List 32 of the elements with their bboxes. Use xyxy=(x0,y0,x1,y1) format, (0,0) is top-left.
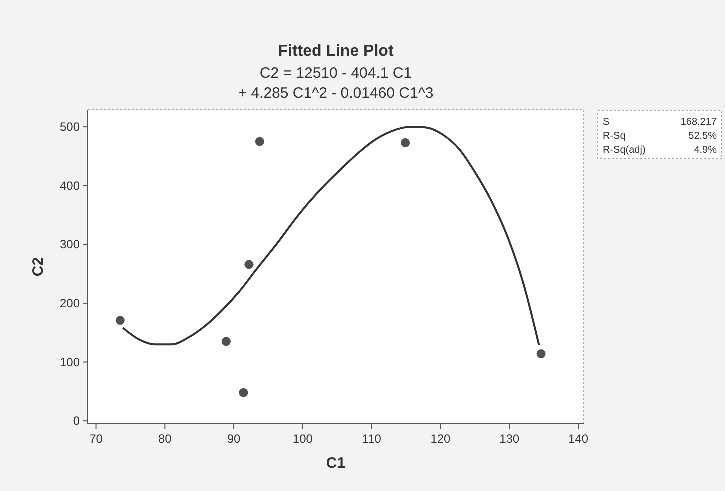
text: 52.5% xyxy=(688,131,718,142)
point xyxy=(239,388,248,398)
y-tick-label: 500 xyxy=(60,120,80,134)
text: R-Sq(adj) xyxy=(603,145,646,156)
y-tick-label: 300 xyxy=(60,238,80,252)
x-tick-label: 100 xyxy=(292,432,314,446)
chart-subtitle: C2 = 12510 - 404.1 C1 + 4.285 C1^2 - 0.01460 C1^3 xyxy=(238,65,434,102)
x-tick-label: 140 xyxy=(568,432,589,446)
x-axis-title: C1 xyxy=(326,455,346,472)
x-tick-label: 70 xyxy=(90,432,104,446)
text: S xyxy=(603,117,610,128)
point xyxy=(222,337,231,346)
point xyxy=(401,138,410,148)
x-tick-label: 130 xyxy=(500,432,520,446)
y-tick-label: 0 xyxy=(73,414,80,428)
x-tick-label: 90 xyxy=(227,432,242,446)
y-tick-label: 100 xyxy=(60,355,80,370)
text: 168.217 xyxy=(680,117,718,128)
y-axis-title: C2 xyxy=(30,257,47,277)
x-tick-label: 110 xyxy=(362,432,382,446)
y-tick-label: 200 xyxy=(60,296,80,310)
point xyxy=(255,137,264,146)
text: 4.9% xyxy=(694,145,718,156)
point xyxy=(244,260,254,270)
x-tick-label: 80 xyxy=(158,432,172,446)
point xyxy=(536,350,546,359)
text: R-Sq xyxy=(603,131,626,142)
x-tick-label: 120 xyxy=(430,432,452,446)
chart-title: Fitted Line Plot xyxy=(278,43,394,60)
line-series xyxy=(122,126,540,346)
point xyxy=(116,316,125,326)
y-tick-label: 400 xyxy=(60,178,80,193)
